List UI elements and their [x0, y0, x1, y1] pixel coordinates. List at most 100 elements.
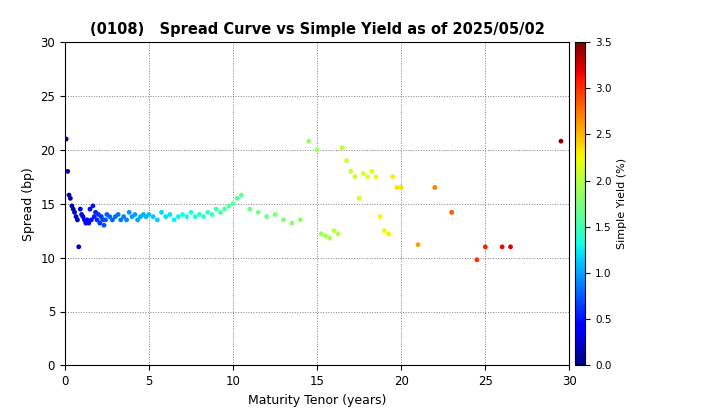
Point — [93, 211, 104, 218]
Point — [413, 241, 424, 248]
Point — [100, 217, 112, 223]
Point — [349, 173, 361, 180]
Point — [168, 217, 180, 223]
Point — [84, 206, 96, 213]
Point — [244, 206, 256, 213]
Point — [496, 244, 508, 250]
Point — [109, 213, 121, 220]
Point — [311, 147, 323, 153]
Point — [374, 213, 386, 220]
Point — [383, 231, 395, 237]
Point — [278, 217, 289, 223]
Point — [480, 244, 491, 250]
Point — [160, 213, 171, 220]
Point — [253, 209, 264, 216]
Point — [112, 211, 124, 218]
Point — [198, 213, 210, 220]
Y-axis label: Simple Yield (%): Simple Yield (%) — [617, 158, 627, 249]
Point — [104, 213, 115, 220]
Point — [121, 217, 132, 223]
Point — [235, 192, 247, 198]
Point — [138, 211, 149, 218]
Point — [358, 170, 369, 177]
Point — [181, 213, 192, 220]
Point — [206, 211, 217, 218]
Point — [118, 213, 130, 220]
Y-axis label: Spread (bp): Spread (bp) — [22, 167, 35, 241]
Point — [143, 211, 155, 218]
Point — [202, 209, 214, 216]
Point — [286, 220, 297, 226]
Point — [83, 220, 94, 226]
Point — [354, 195, 365, 202]
Point — [177, 211, 189, 218]
Point — [71, 213, 82, 220]
Point — [471, 256, 482, 263]
Point — [62, 168, 73, 175]
Point — [228, 200, 239, 207]
Point — [336, 144, 348, 151]
Point — [173, 213, 184, 220]
Point — [315, 231, 327, 237]
Point — [391, 184, 402, 191]
Point — [74, 206, 86, 213]
Point — [60, 136, 72, 142]
Point — [219, 206, 230, 213]
Point — [361, 173, 373, 180]
Point — [107, 217, 118, 223]
Point — [123, 209, 135, 216]
Point — [77, 213, 89, 220]
Point — [395, 184, 407, 191]
Point — [387, 173, 399, 180]
Point — [90, 209, 102, 216]
Point — [231, 195, 243, 202]
Point — [320, 233, 331, 239]
Point — [96, 213, 107, 220]
Point — [185, 209, 197, 216]
Point — [379, 227, 390, 234]
Point — [341, 157, 352, 164]
Point — [94, 220, 106, 226]
Point — [194, 211, 205, 218]
Point — [72, 217, 84, 223]
Point — [69, 209, 81, 216]
Point — [156, 209, 167, 216]
Point — [129, 211, 140, 218]
Point — [98, 222, 109, 228]
Point — [132, 217, 143, 223]
Point — [101, 211, 112, 218]
Point — [86, 217, 97, 223]
Point — [66, 202, 78, 209]
Point — [366, 168, 377, 175]
Point — [303, 138, 315, 144]
Point — [73, 244, 84, 250]
Point — [345, 168, 356, 175]
Title: (0108)   Spread Curve vs Simple Yield as of 2025/05/02: (0108) Spread Curve vs Simple Yield as o… — [90, 22, 544, 37]
Point — [261, 213, 272, 220]
Point — [65, 195, 76, 202]
Point — [91, 217, 103, 223]
Point — [80, 220, 91, 226]
Point — [210, 206, 222, 213]
Point — [89, 213, 100, 220]
Point — [429, 184, 441, 191]
Point — [126, 213, 138, 220]
X-axis label: Maturity Tenor (years): Maturity Tenor (years) — [248, 394, 386, 407]
Point — [87, 202, 99, 209]
Point — [78, 217, 90, 223]
Point — [446, 209, 457, 216]
Point — [223, 202, 235, 209]
Point — [189, 213, 201, 220]
Point — [151, 217, 163, 223]
Point — [324, 235, 336, 242]
Point — [370, 173, 382, 180]
Point — [115, 217, 127, 223]
Point — [81, 217, 93, 223]
Point — [68, 206, 79, 213]
Point — [328, 227, 340, 234]
Point — [269, 211, 281, 218]
Point — [333, 231, 344, 237]
Point — [294, 217, 306, 223]
Point — [164, 211, 176, 218]
Point — [148, 213, 159, 220]
